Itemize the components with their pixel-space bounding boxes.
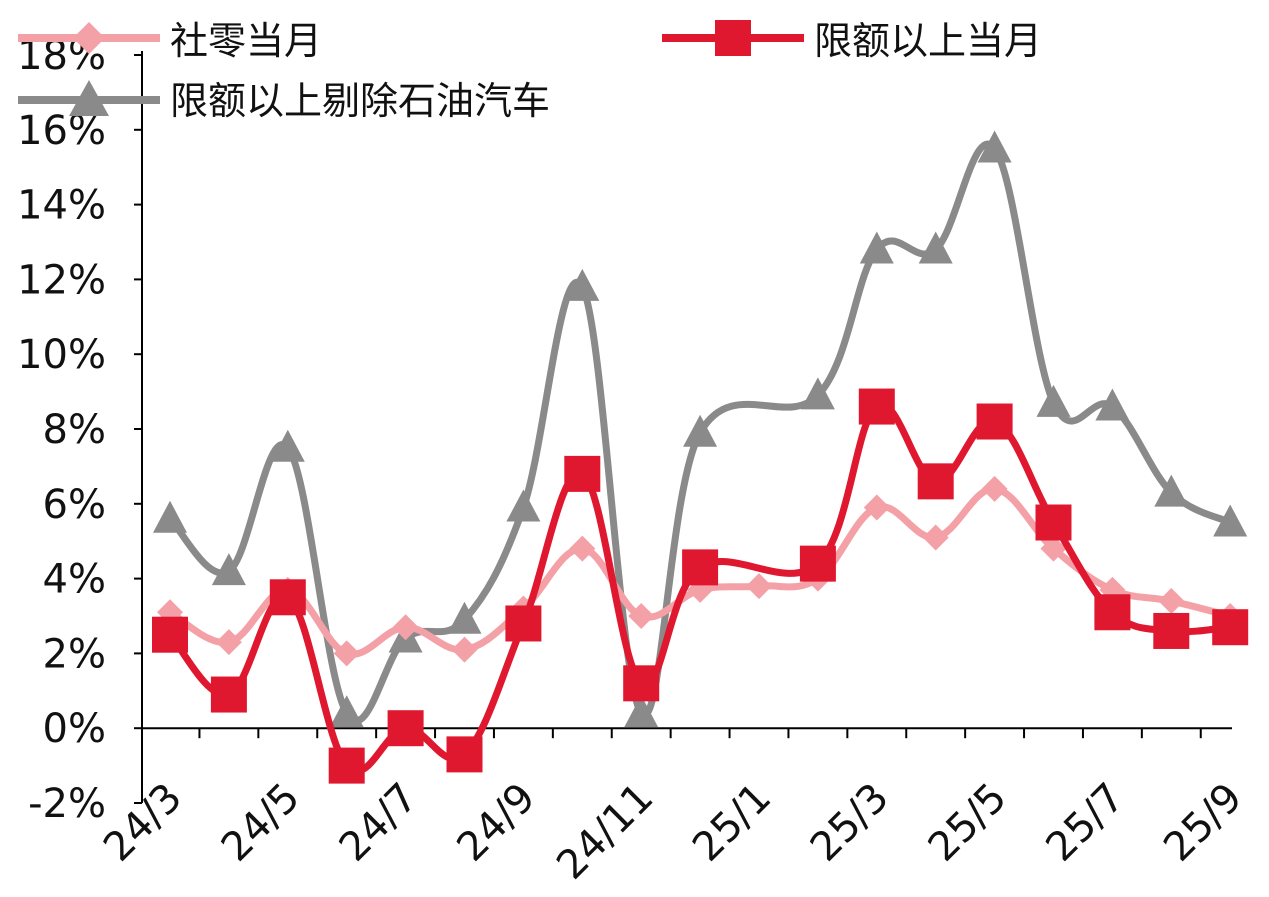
data-point bbox=[1036, 384, 1071, 417]
data-point bbox=[565, 268, 600, 301]
data-point bbox=[506, 489, 541, 522]
data-point bbox=[152, 616, 188, 653]
data-point bbox=[624, 695, 659, 728]
data-point bbox=[682, 549, 719, 586]
x-tick-label: 24/11 bbox=[548, 775, 662, 889]
y-tick-label: 0% bbox=[43, 706, 106, 752]
data-point bbox=[628, 603, 655, 629]
data-point bbox=[329, 695, 364, 728]
x-tick-label: 25/9 bbox=[1155, 775, 1251, 871]
data-point bbox=[153, 500, 187, 533]
data-point bbox=[270, 429, 305, 462]
legend-item-above-quota: 限额以上当月 bbox=[662, 10, 1042, 65]
y-tick-label: 14% bbox=[17, 183, 106, 229]
data-point bbox=[569, 535, 596, 562]
y-tick-label: -2% bbox=[28, 781, 106, 827]
legend-label: 社零当月 bbox=[170, 19, 323, 63]
data-point bbox=[215, 629, 242, 656]
x-tick-label: 24/9 bbox=[448, 775, 544, 871]
data-point bbox=[1153, 612, 1190, 649]
y-tick-label: 2% bbox=[43, 631, 106, 677]
legend-triangle-icon bbox=[18, 79, 160, 116]
data-point bbox=[505, 605, 542, 642]
data-point bbox=[387, 710, 424, 747]
data-point bbox=[799, 545, 836, 582]
data-point bbox=[269, 579, 306, 616]
x-tick-label: 25/3 bbox=[802, 775, 898, 871]
data-point bbox=[623, 665, 660, 702]
data-point bbox=[1095, 388, 1130, 421]
data-point bbox=[1154, 474, 1189, 507]
legend-item-retail-sales: 社零当月 bbox=[18, 10, 322, 65]
data-point bbox=[451, 636, 478, 663]
data-point bbox=[210, 676, 247, 713]
data-point bbox=[1158, 588, 1185, 615]
data-point bbox=[446, 736, 483, 773]
x-tick-label: 24/5 bbox=[213, 775, 309, 871]
data-point bbox=[863, 494, 890, 521]
y-tick-label: 6% bbox=[43, 482, 106, 528]
legend-label: 限额以上当月 bbox=[814, 19, 1043, 63]
data-point bbox=[392, 614, 419, 641]
x-tick-label: 25/7 bbox=[1037, 775, 1133, 871]
data-point bbox=[564, 455, 601, 492]
data-point bbox=[976, 403, 1013, 440]
data-point bbox=[447, 601, 482, 634]
x-tick-label: 24/3 bbox=[95, 775, 191, 871]
y-tick-label: 12% bbox=[17, 257, 106, 303]
data-point bbox=[800, 377, 835, 410]
data-point bbox=[922, 524, 949, 551]
data-point bbox=[1212, 609, 1249, 646]
data-point bbox=[333, 640, 360, 667]
data-point bbox=[746, 573, 772, 600]
x-tick-label: 25/5 bbox=[920, 775, 1016, 871]
y-tick-label: 4% bbox=[43, 557, 106, 603]
data-point bbox=[918, 231, 953, 264]
data-point bbox=[211, 553, 246, 586]
data-point bbox=[981, 475, 1008, 502]
data-point bbox=[917, 463, 954, 500]
data-point bbox=[328, 747, 365, 784]
data-point bbox=[683, 414, 718, 447]
y-tick-label: 10% bbox=[17, 332, 106, 378]
legend-item-above-quota-ex-oil-auto: 限额以上剔除石油汽车 bbox=[18, 70, 550, 125]
data-point bbox=[977, 130, 1012, 163]
data-point bbox=[859, 231, 894, 264]
data-point bbox=[858, 388, 895, 425]
legend-label: 限额以上剔除石油汽车 bbox=[170, 79, 551, 123]
legend-square-icon bbox=[662, 19, 804, 56]
x-tick-label: 25/1 bbox=[684, 775, 780, 871]
x-tick-label: 24/7 bbox=[331, 775, 427, 871]
data-point bbox=[1035, 504, 1072, 541]
y-tick-label: 8% bbox=[43, 407, 106, 453]
data-point bbox=[1213, 504, 1248, 537]
legend-diamond-icon bbox=[18, 21, 160, 54]
data-point bbox=[1094, 594, 1131, 631]
data-point bbox=[1040, 535, 1067, 562]
